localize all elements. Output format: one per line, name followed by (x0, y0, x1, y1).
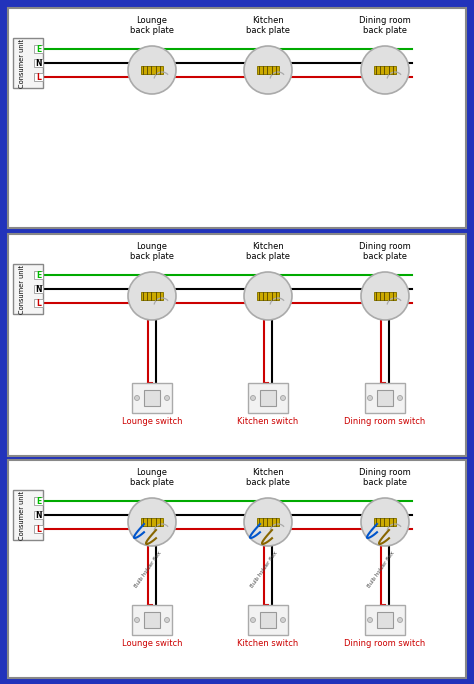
Bar (144, 611, 160, 628)
Text: Lounge switch: Lounge switch (122, 639, 182, 648)
Circle shape (361, 498, 409, 546)
Circle shape (398, 618, 402, 622)
Circle shape (135, 618, 139, 622)
Text: Lounge
back plate: Lounge back plate (130, 16, 174, 36)
Text: Kitchen
back plate: Kitchen back plate (246, 16, 290, 36)
Text: Consumer unit: Consumer unit (19, 38, 25, 88)
Bar (8, 8, 466, 228)
Circle shape (244, 498, 292, 546)
Bar (374, 518, 396, 526)
Circle shape (244, 46, 292, 94)
Bar (34, 59, 43, 67)
Bar (374, 66, 396, 74)
Bar (141, 66, 163, 74)
Bar (13, 264, 43, 314)
Text: Kitchen
back plate: Kitchen back plate (246, 242, 290, 261)
Circle shape (250, 395, 255, 401)
Text: L: L (36, 298, 41, 308)
Bar (8, 234, 466, 456)
Bar (8, 460, 466, 678)
Text: Bulb holder flex: Bulb holder flex (134, 550, 163, 588)
Bar (13, 490, 43, 540)
Circle shape (398, 395, 402, 401)
Bar (377, 390, 393, 406)
Bar (34, 299, 43, 307)
Bar (34, 271, 43, 279)
Text: Kitchen switch: Kitchen switch (237, 639, 299, 648)
Text: N: N (35, 510, 42, 520)
Bar (34, 497, 43, 505)
Circle shape (128, 498, 176, 546)
Bar (248, 605, 288, 635)
Circle shape (135, 395, 139, 401)
Text: E: E (36, 497, 41, 505)
Text: Dining room
back plate: Dining room back plate (359, 242, 411, 261)
Text: Lounge switch: Lounge switch (122, 417, 182, 426)
Text: N: N (35, 285, 42, 293)
Bar (365, 605, 405, 635)
Circle shape (128, 272, 176, 320)
Bar (144, 390, 160, 406)
Bar (374, 292, 396, 300)
Text: Lounge
back plate: Lounge back plate (130, 468, 174, 488)
Circle shape (281, 618, 285, 622)
Bar (34, 525, 43, 533)
Bar (257, 518, 279, 526)
Circle shape (128, 46, 176, 94)
Text: Dining room
back plate: Dining room back plate (359, 468, 411, 488)
Bar (34, 511, 43, 519)
Bar (34, 285, 43, 293)
Bar (141, 292, 163, 300)
Text: N: N (35, 59, 42, 68)
Text: Kitchen
back plate: Kitchen back plate (246, 468, 290, 488)
Bar (365, 383, 405, 413)
Text: Bulb holder flex: Bulb holder flex (367, 550, 396, 588)
Circle shape (250, 618, 255, 622)
Bar (260, 390, 276, 406)
Text: L: L (36, 73, 41, 81)
Text: Kitchen switch: Kitchen switch (237, 417, 299, 426)
Text: Lounge
back plate: Lounge back plate (130, 242, 174, 261)
Circle shape (281, 395, 285, 401)
Bar (141, 518, 163, 526)
Bar (34, 73, 43, 81)
Circle shape (361, 272, 409, 320)
Bar (257, 66, 279, 74)
Text: Dining room switch: Dining room switch (345, 639, 426, 648)
Bar (132, 383, 172, 413)
Text: Bulb holder flex: Bulb holder flex (250, 550, 279, 588)
Bar (34, 45, 43, 53)
Bar (13, 38, 43, 88)
Bar (248, 383, 288, 413)
Bar (132, 605, 172, 635)
Text: E: E (36, 44, 41, 53)
Circle shape (367, 395, 373, 401)
Bar (257, 292, 279, 300)
Text: Consumer unit: Consumer unit (19, 490, 25, 540)
Bar (377, 611, 393, 628)
Circle shape (367, 618, 373, 622)
Text: E: E (36, 270, 41, 280)
Text: L: L (36, 525, 41, 534)
Text: Dining room
back plate: Dining room back plate (359, 16, 411, 36)
Bar (260, 611, 276, 628)
Text: Consumer unit: Consumer unit (19, 265, 25, 313)
Text: Dining room switch: Dining room switch (345, 417, 426, 426)
Circle shape (164, 618, 170, 622)
Circle shape (244, 272, 292, 320)
Circle shape (164, 395, 170, 401)
Circle shape (361, 46, 409, 94)
